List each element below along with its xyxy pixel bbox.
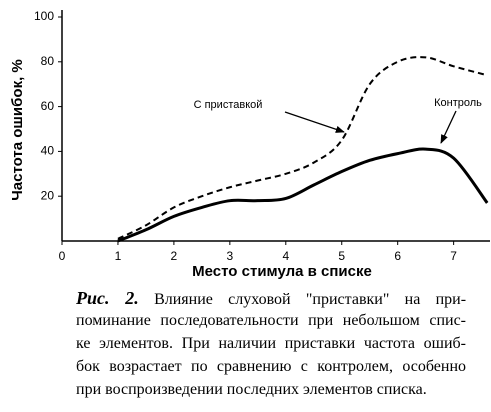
caption-line: поминание последовательности при небольш… (76, 312, 466, 329)
x-tick-label: 6 (394, 249, 401, 263)
x-tick-label: 1 (115, 249, 122, 263)
annotation: Контроль (434, 97, 482, 109)
arrow (284, 111, 345, 133)
x-tick-label: 2 (171, 249, 178, 263)
caption-label: Рис. 2. (76, 288, 139, 308)
x-tick-label: 5 (338, 249, 345, 263)
y-tick-label: 20 (41, 188, 55, 202)
x-tick-label: 7 (450, 249, 457, 263)
x-tick-label: 3 (226, 249, 233, 263)
y-axis-label: Частота ошибок, % (9, 59, 26, 201)
y-tick-label: 40 (41, 144, 55, 158)
chart: Место стимула в списке Частота ошибок, %… (9, 9, 490, 280)
caption-line: ке элементов. При наличии приставки част… (76, 335, 466, 352)
x-axis-label: Место стимула в списке (192, 263, 372, 280)
y-tick-label: 60 (41, 99, 55, 113)
x-tick-label: 4 (282, 249, 289, 263)
caption-line: бок возрастает по сравнению с контролем,… (76, 358, 466, 375)
caption-line: Рис. 2. Влияние слуховой "приставки" на … (76, 288, 466, 310)
series-line (117, 147, 489, 243)
caption-text: Влияние слуховой "приставки" на при- (154, 291, 467, 308)
series-line (117, 56, 488, 240)
y-tick-label: 100 (34, 9, 54, 23)
caption-line: при воспроизведении последних элементов … (76, 381, 427, 398)
arrow (440, 110, 457, 144)
annotation: С приставкой (194, 99, 263, 111)
x-tick-label: 0 (59, 249, 66, 263)
y-tick-label: 80 (41, 54, 55, 68)
